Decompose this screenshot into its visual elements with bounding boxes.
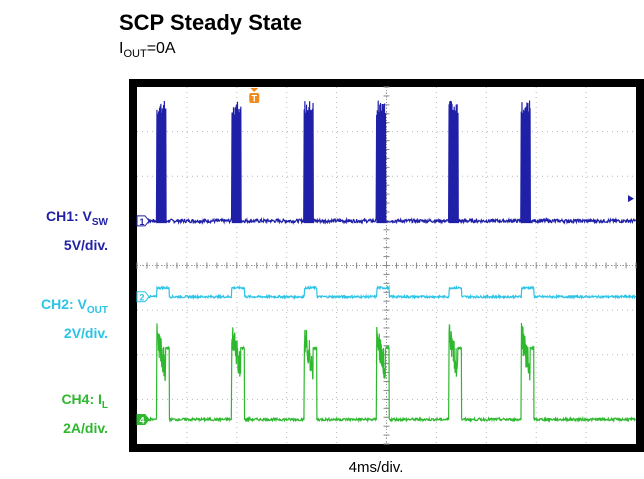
scope-traces: [136, 100, 637, 424]
oscilloscope-display: 1 2 4 T: [129, 79, 644, 452]
ch2-label: CH2: VOUT 2V/div.: [41, 293, 108, 344]
trigger-label: T: [252, 94, 258, 104]
ch4-trace: [136, 322, 636, 424]
ch1-scale: 5V/div.: [63, 236, 108, 253]
ch1-marker-number: 1: [139, 217, 144, 227]
trigger-box: [249, 93, 260, 103]
ch2-ground-marker: 2: [136, 291, 150, 303]
scope-grid: [136, 86, 637, 445]
chart-subtitle: IOUT=0A: [119, 40, 176, 61]
ch4-marker-shape: [136, 413, 150, 425]
ch4-name: CH4: IL: [61, 391, 108, 411]
trigger-marker: T: [249, 88, 260, 104]
trigger-level-arrow: [628, 195, 634, 203]
trigger-arrow: [250, 88, 259, 92]
ch2-trace: [136, 284, 637, 301]
ch4-ground-marker: 4: [136, 413, 150, 425]
ch2-marker-shape: [136, 291, 150, 303]
chart-title: SCP Steady State: [119, 10, 303, 35]
ch1-marker-shape: [136, 215, 150, 227]
ch2-name: CH2: VOUT: [40, 296, 108, 316]
ch1-label: CH1: VSW 5V/div.: [46, 205, 108, 256]
timebase-label: 4ms/div.: [348, 459, 404, 476]
ch1-name: CH1: VSW: [45, 208, 108, 228]
ch4-marker-number: 4: [139, 415, 144, 425]
ch4-label: CH4: IL 2A/div.: [61, 388, 108, 439]
ch1-trace: [136, 100, 637, 225]
scope-markers: 1 2 4 T: [136, 88, 634, 425]
ch1-ground-marker: 1: [136, 215, 150, 227]
ch2-marker-number: 2: [139, 293, 144, 303]
ch2-scale: 2V/div.: [63, 324, 108, 341]
ch4-scale: 2A/div.: [63, 419, 108, 436]
